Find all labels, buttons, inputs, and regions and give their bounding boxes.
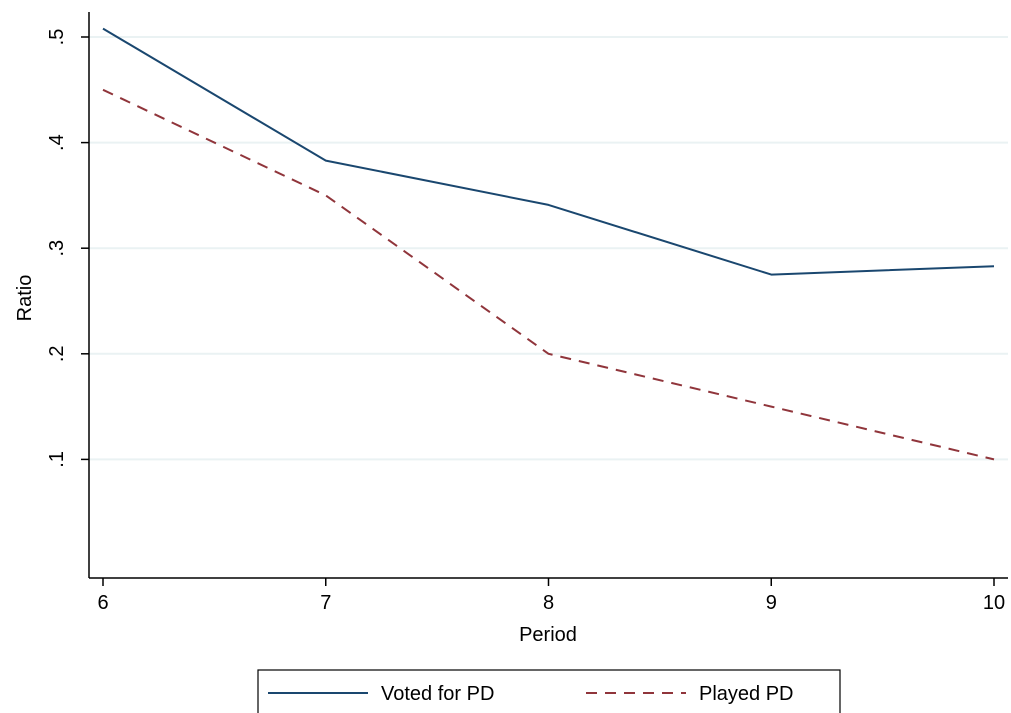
series-line-played-pd: [102, 88, 995, 461]
x-tick-label-2: 8: [543, 592, 554, 614]
x-axis-ticks: 6 7 8 9 10: [97, 578, 1005, 614]
y-axis-label: Ratio: [14, 275, 36, 322]
legend-label-played-pd: Played PD: [699, 683, 794, 705]
y-tick-label-4: .5: [46, 29, 68, 46]
x-tick-label-4: 10: [983, 592, 1005, 614]
legend: Voted for PD Played PD: [257, 669, 841, 713]
gridlines: [89, 36, 1008, 461]
y-axis-ticks: .1 .2 .3 .4 .5: [46, 29, 89, 468]
legend-label-voted-for-pd: Voted for PD: [381, 683, 494, 705]
x-tick-label-3: 9: [766, 592, 777, 614]
y-tick-label-1: .2: [46, 345, 68, 362]
axes: [88, 12, 1008, 579]
y-tick-label-0: .1: [46, 451, 68, 468]
x-tick-label-1: 7: [320, 592, 331, 614]
series-lines: [102, 27, 995, 461]
x-axis-label: Period: [519, 624, 577, 646]
legend-box: [257, 669, 841, 713]
y-tick-label-3: .4: [46, 134, 68, 151]
series-line-voted-for-pd: [102, 27, 995, 276]
y-tick-label-2: .3: [46, 240, 68, 257]
x-tick-label-0: 6: [97, 592, 108, 614]
